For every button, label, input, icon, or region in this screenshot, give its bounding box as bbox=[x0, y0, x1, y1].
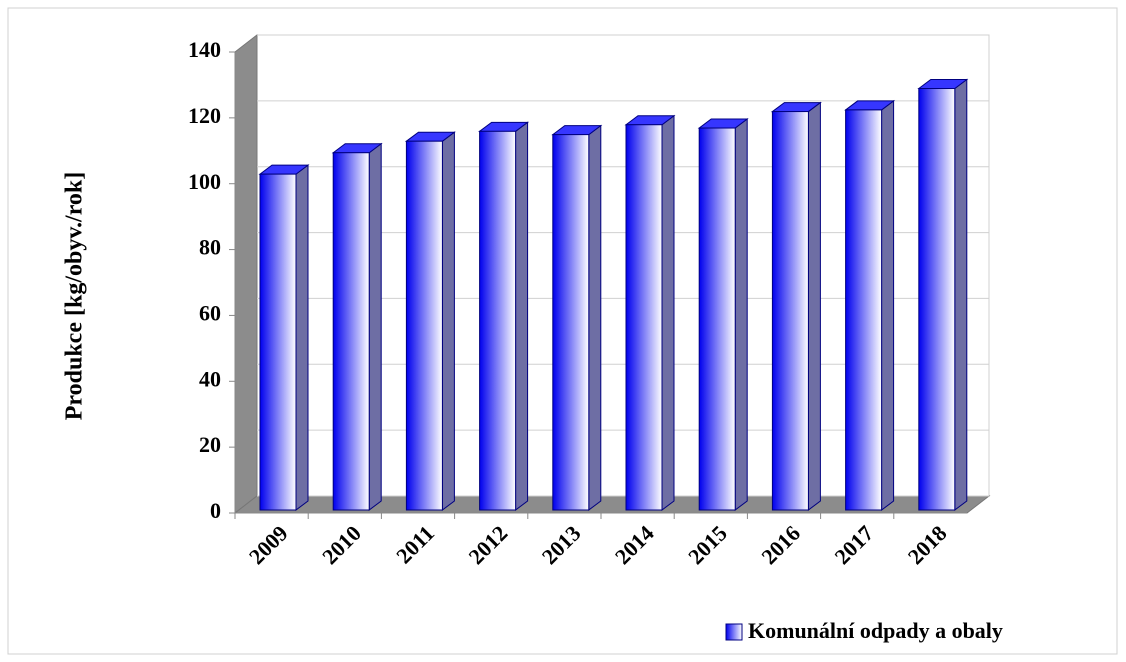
bar-side bbox=[734, 118, 748, 511]
bar bbox=[259, 173, 297, 511]
bar bbox=[771, 111, 809, 511]
y-tick-label: 80 bbox=[199, 235, 221, 260]
y-tick-label: 20 bbox=[199, 432, 221, 457]
bar-side bbox=[661, 114, 675, 511]
bar-side bbox=[295, 164, 309, 511]
bar bbox=[918, 88, 956, 511]
y-tick-label: 0 bbox=[210, 498, 221, 523]
legend-swatch bbox=[725, 623, 743, 641]
bar-side bbox=[588, 124, 602, 511]
bar-side bbox=[441, 131, 455, 511]
bar-side bbox=[807, 101, 821, 511]
legend-label: Komunální odpady a obaly bbox=[748, 618, 1003, 643]
side-wall bbox=[234, 33, 258, 515]
y-tick-label: 140 bbox=[188, 37, 221, 62]
bar-side bbox=[515, 121, 529, 511]
y-tick-label: 100 bbox=[188, 169, 221, 194]
bar bbox=[552, 134, 590, 511]
bar bbox=[405, 140, 443, 511]
bar bbox=[332, 152, 370, 511]
bar bbox=[698, 127, 736, 511]
bar-side bbox=[368, 142, 382, 511]
y-axis-title: Produkce [kg/obyv./rok] bbox=[62, 172, 88, 420]
bar bbox=[625, 124, 663, 511]
bar-side bbox=[881, 99, 895, 511]
bar bbox=[479, 130, 517, 511]
y-tick-label: 60 bbox=[199, 300, 221, 325]
y-tick-label: 40 bbox=[199, 366, 221, 391]
y-tick-label: 120 bbox=[188, 103, 221, 128]
bar-side bbox=[954, 78, 968, 511]
bar bbox=[845, 109, 883, 511]
